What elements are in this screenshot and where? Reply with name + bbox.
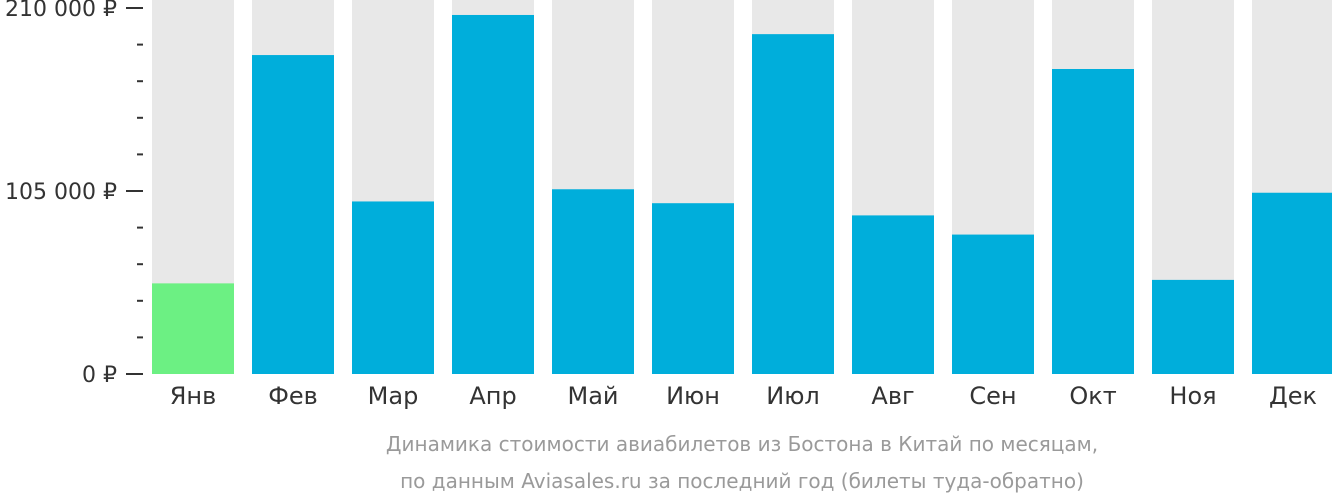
bar-1 bbox=[152, 283, 234, 374]
bar-6 bbox=[652, 203, 734, 374]
x-tick-label: Апр bbox=[469, 382, 516, 410]
bar-12 bbox=[1252, 192, 1332, 374]
y-tick-label: 105 000 ₽ bbox=[5, 180, 117, 205]
bar-9 bbox=[952, 234, 1034, 374]
bar-2 bbox=[252, 55, 334, 375]
chart-caption-line-1: Динамика стоимости авиабилетов из Бостон… bbox=[385, 432, 1099, 456]
chart-caption-line-2: по данным Aviasales.ru за последний год … bbox=[400, 469, 1084, 493]
x-tick-label: Июн bbox=[666, 382, 720, 410]
bar-7 bbox=[752, 34, 834, 375]
x-tick-label: Июл bbox=[766, 382, 820, 410]
x-tick-label: Дек bbox=[1269, 382, 1317, 410]
bar-8 bbox=[852, 215, 934, 374]
x-tick-label: Авг bbox=[871, 382, 914, 410]
bar-3 bbox=[352, 201, 434, 374]
bar-4 bbox=[452, 14, 534, 374]
y-axis: 0 ₽ 105 000 ₽ 210 000 ₽ bbox=[5, 0, 143, 388]
x-axis-labels: Янв Фев Мар Апр Май Июн Июл Авг Сен Окт Ноя Дек bbox=[170, 382, 1317, 410]
x-tick-label: Май bbox=[567, 382, 618, 410]
x-tick-label: Янв bbox=[170, 382, 217, 410]
y-tick-label: 210 000 ₽ bbox=[5, 0, 117, 22]
x-tick-label: Сен bbox=[969, 382, 1016, 410]
bar-5 bbox=[552, 189, 634, 374]
bar-10 bbox=[1052, 69, 1134, 374]
x-tick-label: Окт bbox=[1069, 382, 1116, 410]
x-tick-label: Фев bbox=[268, 382, 318, 410]
price-bar-chart: 0 ₽ 105 000 ₽ 210 000 ₽ Янв Фев Мар Апр Май Июн… bbox=[5, 0, 1332, 410]
x-tick-label: Мар bbox=[368, 382, 419, 410]
bar-11 bbox=[1152, 279, 1234, 374]
bars bbox=[152, 14, 1332, 375]
x-tick-label: Ноя bbox=[1169, 382, 1216, 410]
y-tick-label: 0 ₽ bbox=[82, 363, 117, 388]
